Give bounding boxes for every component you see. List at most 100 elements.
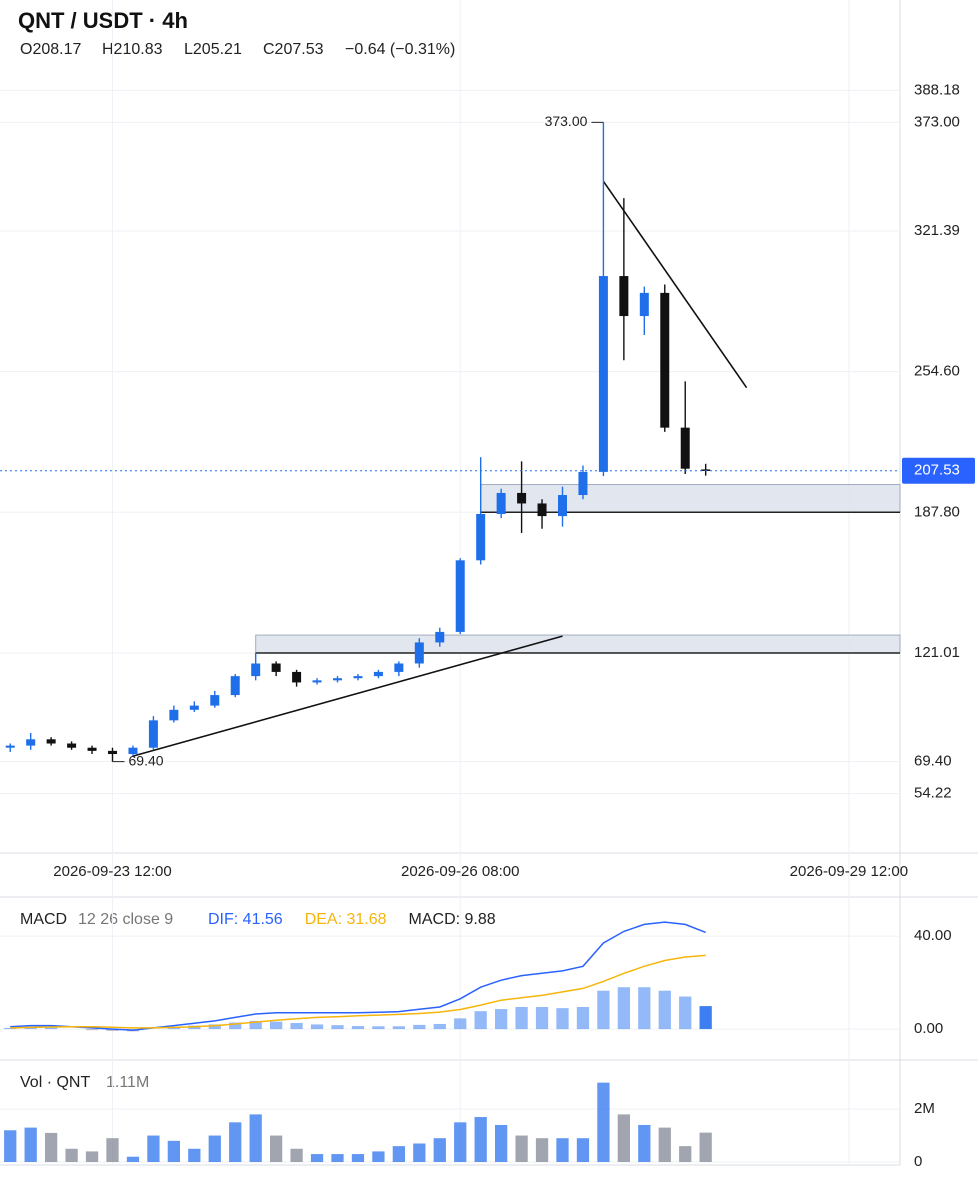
volume-bar (638, 1124, 651, 1162)
macd-bar (310, 1024, 324, 1030)
candle-body (169, 709, 179, 721)
macd-bar (290, 1023, 303, 1030)
price-zone (255, 634, 901, 654)
volume-bar (188, 1148, 201, 1162)
macd-bar (351, 1026, 365, 1030)
volume-bar (229, 1122, 242, 1162)
macd-bar (433, 1023, 446, 1030)
x-tick-label: 2026-09-23 12:00 (53, 863, 171, 880)
volume-bar (147, 1135, 160, 1162)
y-tick-label: 54.22 (914, 785, 952, 802)
volume-bar (597, 1082, 610, 1162)
volume-bar (474, 1117, 487, 1162)
candle-body (292, 671, 302, 683)
volume-bar (351, 1154, 365, 1162)
volume-bar (413, 1143, 426, 1162)
candle-body (578, 471, 588, 496)
volume-bar (679, 1146, 692, 1162)
candle-body (108, 750, 117, 755)
x-tick-label: 2026-09-26 08:00 (401, 863, 519, 880)
macd-bar (454, 1018, 467, 1030)
candle-body (394, 663, 404, 672)
candle-body (598, 276, 608, 472)
trend-line (602, 180, 748, 389)
candle-body (680, 427, 690, 469)
candle-body (373, 671, 383, 677)
y-tick-label: 0 (914, 1153, 922, 1170)
ohlc-open: O208.17 (20, 41, 81, 58)
macd-bar (474, 1011, 487, 1030)
volume-bar (85, 1151, 99, 1162)
volume-bar (331, 1154, 344, 1162)
chart-title: QNT / USDT · 4h (18, 8, 188, 33)
macd-bar (331, 1025, 344, 1030)
candle-body (189, 705, 199, 710)
candle-body (476, 513, 486, 561)
candle-body (271, 663, 281, 672)
macd-bar (249, 1020, 262, 1030)
macd-bar (617, 987, 630, 1030)
volume-bar (617, 1114, 630, 1162)
volume-bar (372, 1151, 385, 1162)
candle-body (128, 747, 138, 755)
volume-current: 1.11M (106, 1074, 149, 1091)
volume-bar (454, 1122, 467, 1162)
candle-body (333, 678, 342, 681)
macd-bar (658, 990, 671, 1030)
volume-bar (515, 1135, 528, 1162)
ohlc-high: H210.83 (102, 41, 163, 58)
macd-bar (208, 1024, 221, 1030)
y-tick-label: 254.60 (914, 363, 960, 380)
volume-bar (392, 1146, 405, 1162)
macd-bar (699, 1006, 712, 1030)
volume-bar (24, 1127, 37, 1162)
volume-bar (4, 1130, 17, 1162)
y-tick-label: 388.18 (914, 81, 960, 98)
candle-body (701, 469, 711, 471)
macd-bar (85, 1029, 99, 1031)
macd-params: 12 26 close 9 (78, 911, 173, 928)
macd-bar (372, 1026, 385, 1030)
macd-bar (495, 1009, 508, 1030)
macd-bar (392, 1026, 405, 1030)
trend-line (132, 635, 563, 757)
candle-body (87, 747, 97, 751)
volume-bar (270, 1135, 283, 1162)
volume-bar (126, 1156, 140, 1162)
macd-bar (576, 1006, 590, 1030)
volume-bar (45, 1132, 58, 1162)
volume-bar (556, 1138, 569, 1162)
candle-body (251, 663, 261, 677)
y-tick-label: 40.00 (914, 927, 952, 944)
candle-body (558, 495, 567, 517)
y-tick-label: 69.40 (914, 753, 952, 770)
volume-bar (433, 1138, 446, 1162)
volume-bar (249, 1114, 262, 1162)
last-price-label: 207.53 (914, 462, 960, 479)
volume-bar (576, 1138, 590, 1162)
candle-body (26, 739, 36, 746)
volume-bar (535, 1138, 549, 1162)
legend-entry: MACD: 9.88 (409, 911, 496, 928)
x-tick-label: 2026-09-29 12:00 (790, 863, 908, 880)
volume-bar (310, 1154, 324, 1162)
volume-title: Vol · QNT (20, 1074, 90, 1091)
legend-entry: DIF: 41.56 (208, 911, 283, 928)
candle-body (230, 676, 240, 696)
candle-body (5, 745, 15, 748)
y-tick-label: 187.80 (914, 503, 960, 520)
volume-bar (106, 1138, 119, 1162)
candle-body (67, 743, 77, 748)
legend-entry: DEA: 31.68 (305, 911, 387, 928)
volume-bar (658, 1127, 671, 1162)
macd-line (10, 921, 706, 1031)
candle-body (435, 631, 445, 643)
volume-bar (65, 1148, 78, 1162)
candle-body (210, 695, 220, 706)
macd-bar (45, 1027, 58, 1030)
y-tick-label: 321.39 (914, 222, 960, 239)
y-tick-label: 373.00 (914, 113, 960, 130)
candle-body (312, 680, 322, 683)
candle-body (455, 560, 465, 632)
